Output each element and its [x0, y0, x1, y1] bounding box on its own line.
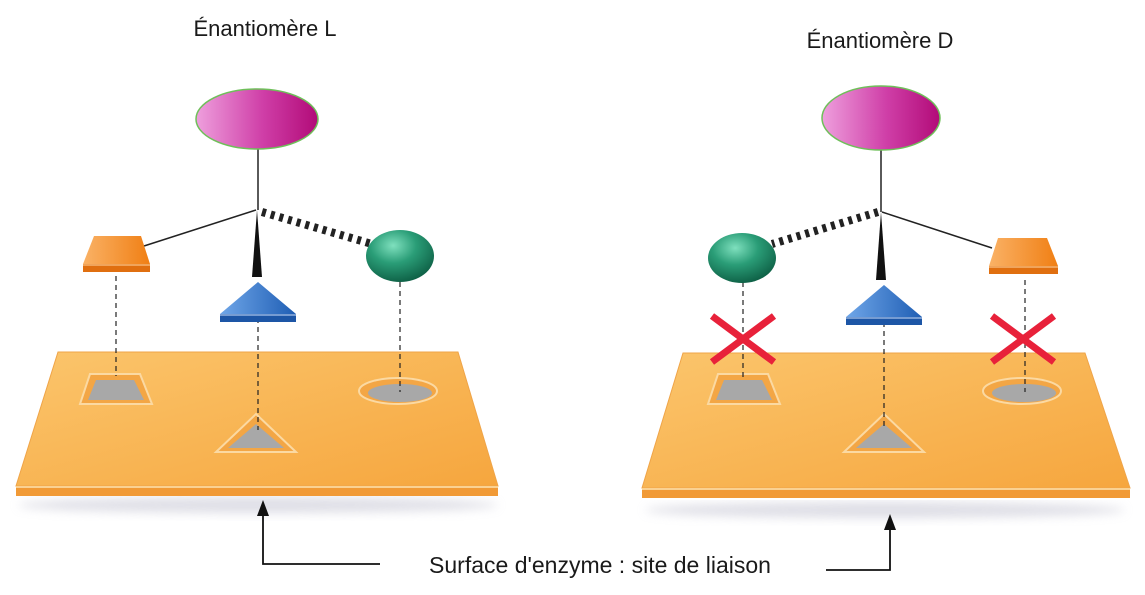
ellipse-substituent [821, 85, 941, 151]
right-panel: Énantiomère D [641, 28, 1131, 518]
red-x-cross-icon [709, 313, 777, 365]
trapezoid-substituent [989, 238, 1058, 274]
l-enantiomer-molecule [83, 88, 434, 430]
triangle-binding-site [213, 412, 299, 453]
up-arrow-icon [257, 500, 269, 516]
right-connector-line [826, 528, 891, 571]
triangle-substituent [220, 282, 296, 322]
up-arrow-icon [884, 514, 896, 530]
left-connector-line [262, 514, 380, 565]
sphere-substituent [366, 230, 434, 282]
triangle-substituent [846, 285, 922, 325]
right-panel-title: Énantiomère D [807, 28, 954, 53]
circle-binding-site [982, 377, 1062, 405]
red-x-cross-icon [989, 313, 1057, 365]
left-panel-title: Énantiomère L [193, 16, 336, 41]
binding-site-callout: Surface d'enzyme : site de liaison [257, 500, 896, 578]
trapezoid-binding-site [78, 373, 154, 405]
ellipse-substituent [195, 88, 319, 150]
caption-text: Surface d'enzyme : site de liaison [429, 552, 771, 578]
circle-binding-site [358, 377, 438, 405]
trapezoid-binding-site [706, 373, 782, 405]
d-enantiomer-molecule [708, 85, 1058, 430]
sphere-substituent [708, 233, 776, 283]
triangle-binding-site [841, 412, 927, 453]
trapezoid-substituent [83, 236, 150, 272]
left-panel: Énantiomère L [15, 16, 499, 513]
